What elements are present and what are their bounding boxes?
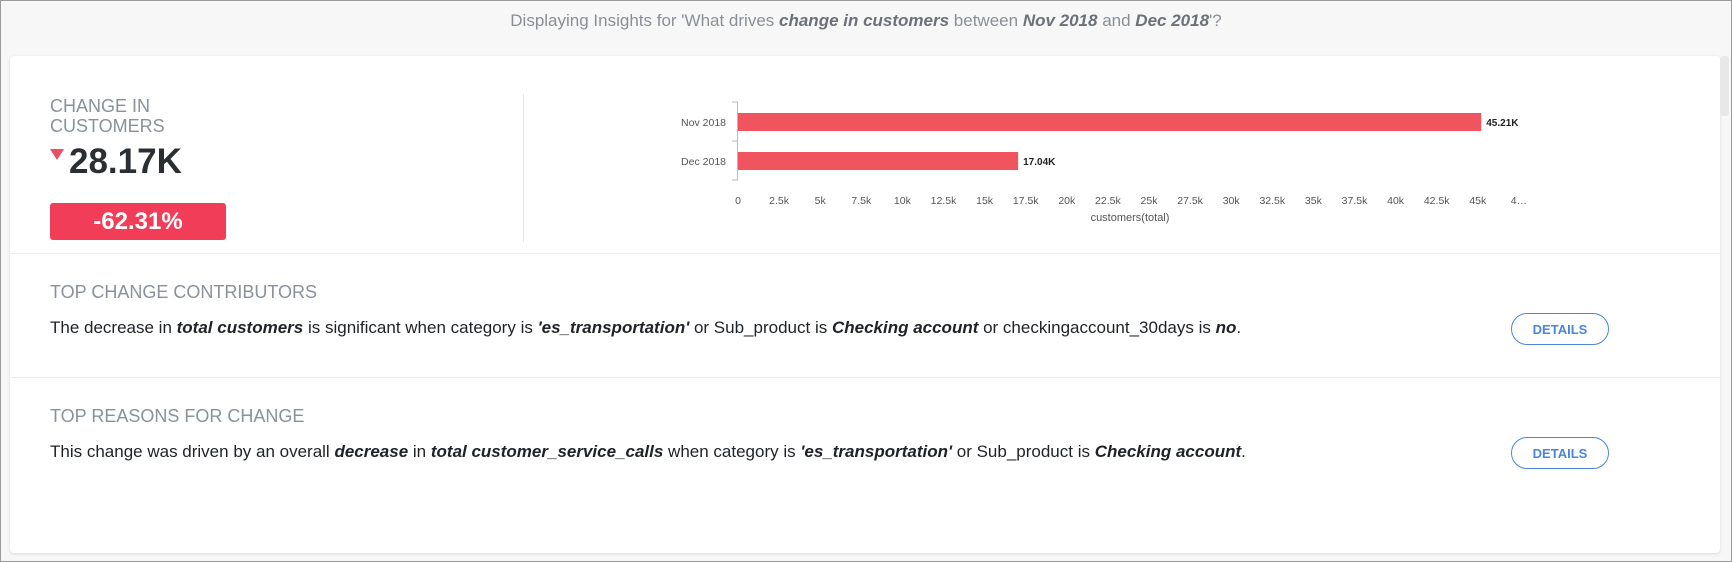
text-segment: or Sub_product is <box>952 442 1095 461</box>
section-divider <box>10 377 1720 378</box>
header-between: between <box>949 11 1023 30</box>
x-tick-label: 25k <box>1141 195 1159 207</box>
header-suffix: '? <box>1209 11 1222 30</box>
x-tick-label: 42.5k <box>1424 195 1450 207</box>
text-emphasis: total customer_service_calls <box>430 442 664 461</box>
text-emphasis: total customers <box>176 318 304 337</box>
text-emphasis: Checking account <box>1094 442 1242 461</box>
data-label: 17.04K <box>1023 157 1056 168</box>
data-label: 45.21K <box>1486 118 1519 129</box>
x-tick-label: 27.5k <box>1177 195 1203 207</box>
kpi-percent-badge: -62.31% <box>50 203 226 240</box>
header-prefix: Displaying Insights for 'What drives <box>510 11 780 30</box>
x-tick-label: 30k <box>1223 195 1241 207</box>
x-tick-label: 5k <box>815 195 827 207</box>
contributors-title: TOP CHANGE CONTRIBUTORS <box>50 282 318 302</box>
x-tick-label: 20k <box>1058 195 1076 207</box>
text-segment: or Sub_product is <box>689 318 832 337</box>
x-tick-label: 32.5k <box>1259 195 1285 207</box>
x-tick-label: 45k <box>1469 195 1487 207</box>
customers-bar-chart: Nov 2018 45.21K Dec 2018 17.04K 0 2.5k 5k 7.5k 1… <box>630 94 1530 229</box>
x-tick-label: 37.5k <box>1342 195 1368 207</box>
header-metric: change in customers <box>779 11 950 30</box>
x-tick-label: 7.5k <box>851 195 872 207</box>
kpi-value: 28.17K <box>69 142 182 181</box>
text-segment: . <box>1236 318 1242 337</box>
text-segment: . <box>1241 442 1246 461</box>
text-segment: This change was driven by an overall <box>50 442 335 461</box>
text-emphasis: no <box>1215 318 1237 337</box>
kpi-divider <box>523 94 524 242</box>
text-emphasis: 'es_transportation' <box>537 318 690 337</box>
contributors-text: The decrease in total customers is signi… <box>50 318 1241 338</box>
text-segment: The decrease in <box>50 318 177 337</box>
contributors-details-button[interactable]: DETAILS <box>1511 313 1609 345</box>
x-axis-label: customers(total) <box>1091 212 1170 224</box>
category-label: Dec 2018 <box>681 156 726 168</box>
text-emphasis: 'es_transportation' <box>800 442 953 461</box>
text-segment: or checkingaccount_30days is <box>978 318 1216 337</box>
category-label: Nov 2018 <box>681 117 726 129</box>
reasons-details-button[interactable]: DETAILS <box>1511 437 1609 469</box>
scrollbar[interactable] <box>1720 56 1729 116</box>
x-tick-label: 35k <box>1305 195 1323 207</box>
kpi-label: CHANGE IN CUSTOMERS <box>50 96 165 136</box>
text-segment: in <box>408 442 431 461</box>
header-period-to: Dec 2018 <box>1135 11 1210 30</box>
down-arrow-icon <box>50 149 64 160</box>
insights-header: Displaying Insights for 'What drives cha… <box>1 11 1731 31</box>
x-tick-label: 2.5k <box>769 195 790 207</box>
reasons-text: This change was driven by an overall dec… <box>50 442 1246 462</box>
x-tick-label: 17.5k <box>1013 195 1039 207</box>
x-tick-label: 4… <box>1511 195 1527 207</box>
reasons-title: TOP REASONS FOR CHANGE <box>50 406 305 426</box>
chart-svg: Nov 2018 45.21K Dec 2018 17.04K 0 2.5k 5k 7.5k 1… <box>681 101 1527 224</box>
bar-0 <box>738 113 1482 131</box>
x-tick-label: 0 <box>735 195 741 207</box>
text-segment: when category is <box>663 442 801 461</box>
text-segment: is significant when category is <box>303 318 538 337</box>
text-emphasis: Checking account <box>831 318 979 337</box>
x-tick-label: 22.5k <box>1095 195 1121 207</box>
x-tick-label: 12.5k <box>931 195 957 207</box>
section-divider <box>10 253 1720 254</box>
text-emphasis: decrease <box>334 442 409 461</box>
bar-1 <box>738 152 1019 170</box>
x-tick-label: 10k <box>894 195 912 207</box>
header-period-from: Nov 2018 <box>1022 11 1098 30</box>
header-and: and <box>1097 11 1136 30</box>
x-tick-label: 15k <box>976 195 994 207</box>
insights-card: CHANGE IN CUSTOMERS 28.17K -62.31% Nov 2… <box>10 56 1720 553</box>
x-tick-label: 40k <box>1387 195 1405 207</box>
